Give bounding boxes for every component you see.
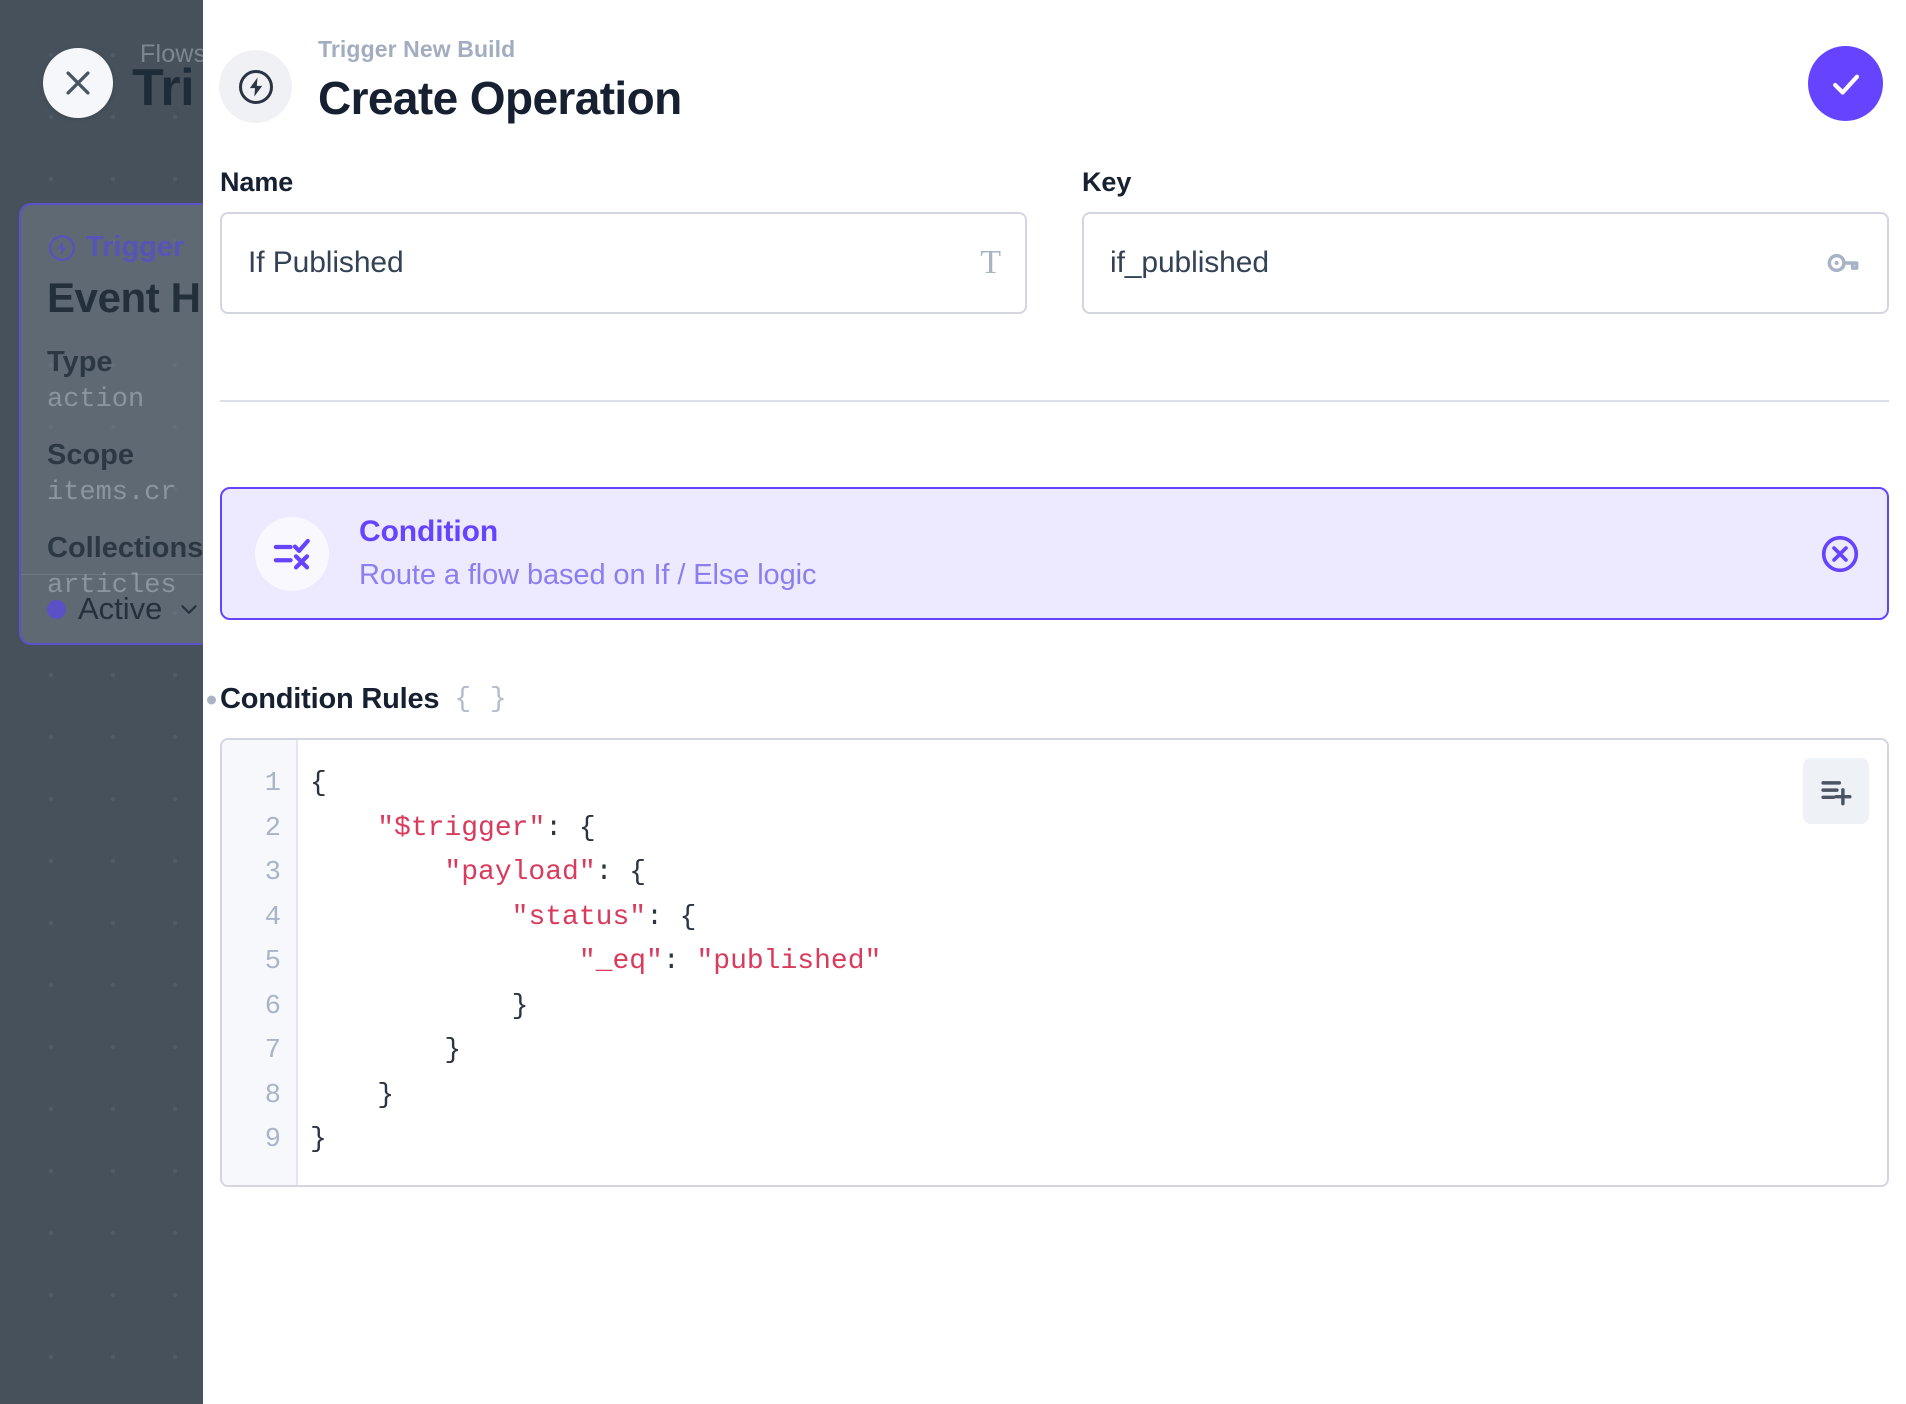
operation-name: Condition [359,515,499,549]
code-line: "$trigger": { [377,812,596,844]
drawer-title-group: Trigger New Build Create Operation [318,38,682,125]
selected-operation-card[interactable]: Condition Route a flow based on If / Els… [220,487,1889,620]
flow-editor-backdrop: Flows Tri Trigger Event H Type action S [0,0,203,1404]
chevron-down-icon [181,605,198,614]
code-line: } [310,1035,462,1066]
status-dot-icon [47,599,66,619]
insert-lines-button[interactable] [1803,758,1869,824]
trigger-field-label-type: Type [47,346,113,378]
backdrop-breadcrumb: Flows [140,40,203,68]
bolt-circle-icon [238,69,273,104]
code-line: "payload": { [444,857,647,888]
required-dot-icon [207,695,216,704]
breadcrumb: Trigger New Build [318,36,516,62]
drawer-header: Trigger New Build Create Operation [203,0,1906,167]
condition-rules-label: Condition Rules [220,683,440,715]
trigger-field-value-collections: articles [47,571,177,601]
insert-lines-icon [1821,781,1852,806]
remove-operation-button[interactable] [1819,533,1861,575]
operation-type-avatar [219,50,292,123]
section-divider [220,400,1889,402]
line-number: 9 [264,1125,281,1155]
editor-code-area[interactable]: { "$trigger": { "payload": { "status": {… [298,740,1887,1185]
condition-rules-editor[interactable]: 1 2 3 4 5 6 7 8 9 { "$trigger": { "payload": { "… [220,738,1889,1187]
close-circle-icon [1821,535,1859,572]
trigger-node-header: Trigger [47,231,203,264]
key-icon [1823,243,1863,283]
trigger-field-value-scope: items.cr [47,478,177,508]
operation-description: Route a flow based on If / Else logic [359,558,817,591]
close-icon [66,71,90,95]
code-line: "status": { [511,901,697,933]
name-field-label: Name [220,167,294,197]
condition-icon [273,538,310,569]
line-number: 6 [264,991,281,1022]
code-line: } [310,990,529,1022]
code-line: "_eq": "published" [578,946,882,977]
line-number: 5 [264,947,281,977]
trigger-node-card[interactable]: Trigger Event H Type action Scope items.… [19,203,203,645]
check-icon [1832,74,1859,95]
trigger-field-value-type: action [47,385,145,415]
status-badge: Active [78,591,163,626]
code-line: } [310,1079,395,1111]
line-number: 8 [264,1080,281,1111]
create-operation-drawer: Trigger New Build Create Operation Name … [203,0,1906,1404]
key-input[interactable]: if_published [1082,212,1889,314]
editor-line-numbers: 1 2 3 4 5 6 7 8 9 [222,740,298,1185]
drawer-body: Name If Published T Key if_published [203,167,1906,1187]
key-field-group: Key if_published [1082,167,1889,314]
key-input-value: if_published [1110,246,1269,279]
line-number: 1 [264,769,281,799]
trigger-node-status-bar[interactable]: Active [21,574,203,643]
line-number: 7 [264,1036,281,1066]
operation-card-texts: Condition Route a flow based on If / Els… [359,515,816,592]
trigger-node-title: Event H [47,274,201,321]
condition-rules-header: Condition Rules { } [207,683,1889,716]
line-number: 2 [264,813,281,844]
trigger-node-body: Trigger Event H Type action Scope items.… [21,205,203,601]
trigger-node-label: Trigger [86,231,185,263]
page-title: Create Operation [318,72,682,124]
save-button[interactable] [1808,46,1883,121]
code-line: } [310,1124,327,1155]
name-input-value: If Published [248,246,404,279]
line-number: 3 [264,858,281,888]
trigger-field-label-scope: Scope [47,439,135,471]
bolt-circle-icon [49,234,75,261]
json-braces-icon: { } [454,684,508,715]
line-number: 4 [264,902,281,933]
name-input[interactable]: If Published T [220,212,1027,314]
text-format-icon[interactable]: T [980,244,1001,281]
key-field-label: Key [1082,167,1132,197]
backdrop-page-title: Tri [132,59,195,117]
trigger-field-label-collections: Collections [47,532,203,564]
condition-icon-wrapper [255,516,329,591]
close-drawer-button[interactable] [43,48,113,118]
name-key-row: Name If Published T Key if_published [203,167,1906,314]
name-field-group: Name If Published T [220,167,1027,314]
code-line: { [310,768,327,799]
